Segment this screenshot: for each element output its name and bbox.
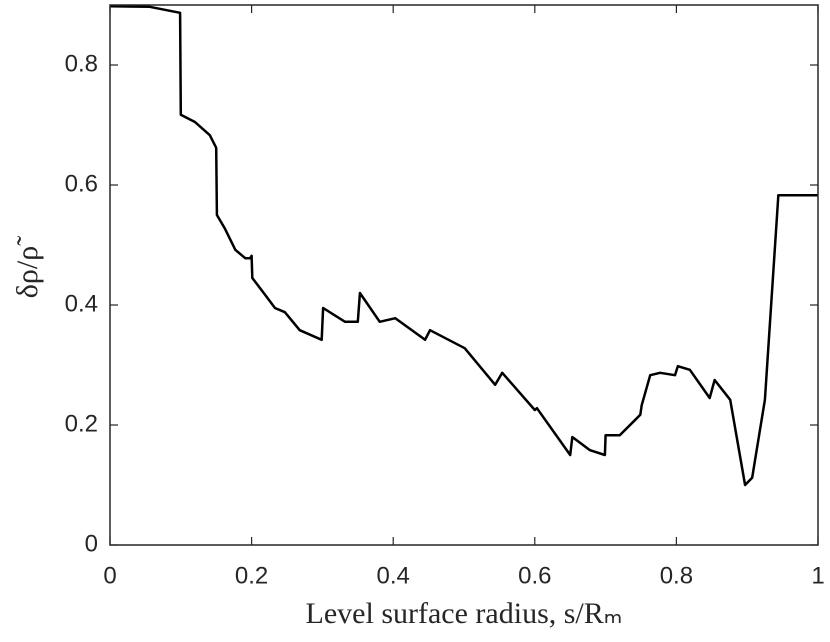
x-tick-label: 0.6 [518, 562, 551, 589]
x-axis-label: Level surface radius, s/Rₘ [306, 597, 623, 630]
y-tick-label: 0.8 [65, 50, 98, 77]
y-tick-label: 0.4 [65, 290, 98, 317]
y-tick-label: 0.6 [65, 170, 98, 197]
x-tick-label: 0.2 [235, 562, 268, 589]
x-tick-label: 0.8 [660, 562, 693, 589]
x-tick-label: 1 [811, 562, 824, 589]
y-tick-label: 0 [85, 530, 98, 557]
plot-frame [109, 4, 819, 546]
data-line [109, 4, 818, 487]
y-axis-label: δρ/ρ̃ [11, 236, 44, 298]
x-tick-label: 0.4 [377, 562, 410, 589]
x-tick-label: 0 [103, 562, 116, 589]
y-tick-label: 0.2 [65, 410, 98, 437]
